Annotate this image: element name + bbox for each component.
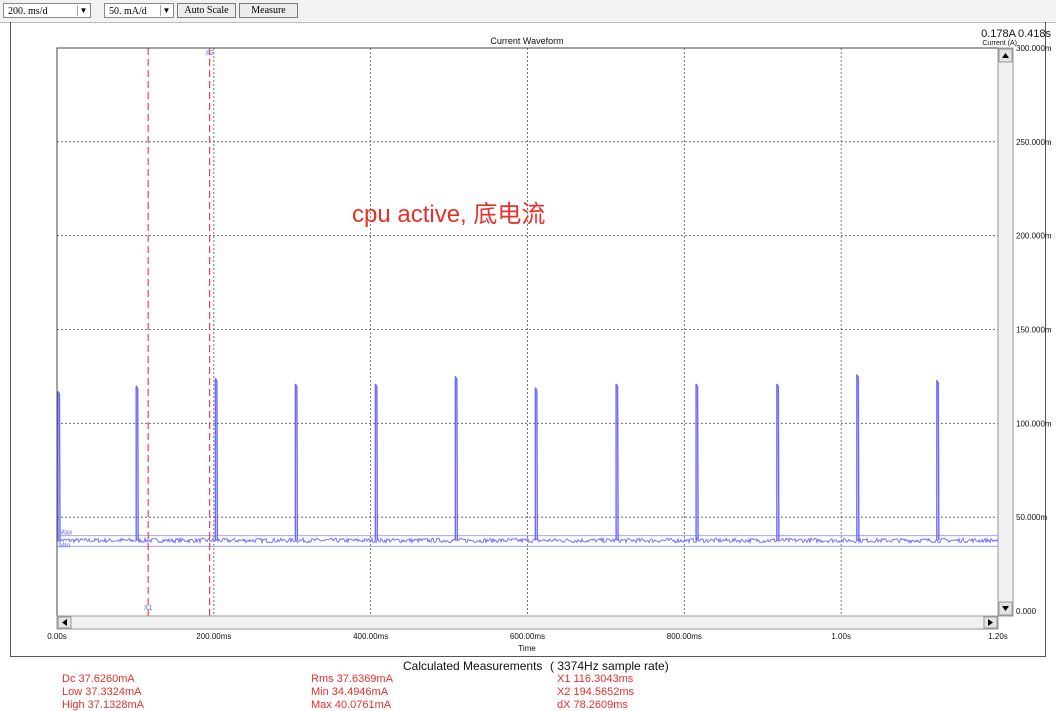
rms-value: Rms 37.6369mA <box>311 673 393 685</box>
amp-per-div-value: 50. mA/d <box>109 6 147 17</box>
current-spike <box>294 383 299 541</box>
max-value: Max 40.0761mA <box>311 699 392 711</box>
x-tick-label: 400.00ms <box>353 632 388 641</box>
auto-scale-button[interactable]: Auto Scale <box>177 3 236 18</box>
current-spike <box>454 376 459 541</box>
x-tick-label: 0.00s <box>47 632 67 641</box>
current-spike <box>534 387 539 541</box>
min-value: Min 34.4946mA <box>311 686 389 698</box>
y-axis-unit-label: Current (A) <box>982 40 1017 47</box>
y-tick-label: 150.000m <box>1016 326 1052 335</box>
y-tick-label: 250.000m <box>1016 138 1052 147</box>
current-trace <box>56 536 999 545</box>
x-axis-label: Time <box>518 644 536 653</box>
current-spike <box>214 377 219 541</box>
horizontal-scrollbar[interactable] <box>56 615 999 630</box>
amp-per-div-select[interactable]: 50. mA/d ▼ <box>104 3 174 18</box>
y-tick-label: 100.000m <box>1016 419 1052 428</box>
current-readout: 0.178A <box>981 28 1017 40</box>
cursor-label-x2: X2 <box>205 50 214 57</box>
chevron-down-icon[interactable]: ▼ <box>77 5 89 16</box>
arrow-down-icon <box>1002 606 1009 611</box>
dx-value: dX 78.2609ms <box>557 699 628 711</box>
measure-button[interactable]: Measure <box>239 3 298 18</box>
vertical-scrollbar[interactable] <box>997 47 1014 617</box>
x2-value: X2 194.5652ms <box>557 686 635 698</box>
arrow-left-icon <box>62 619 67 626</box>
chevron-down-icon[interactable]: ▼ <box>160 5 172 16</box>
measurements-title: Calculated Measurements <box>403 659 543 673</box>
x-tick-label: 800.00ms <box>667 632 702 641</box>
x-tick-label: 600.00ms <box>510 632 545 641</box>
measurements-panel: Calculated Measurements ( 3374Hz sample … <box>10 656 1046 711</box>
y-tick-label: 300.000m <box>1016 44 1052 53</box>
current-waveform-chart: Current Waveform 0.418s 0.178A Current (… <box>47 28 1052 653</box>
high-value: High 37.1328mA <box>62 699 144 711</box>
time-per-div-value: 200. ms/d <box>8 6 48 17</box>
sample-rate: ( 3374Hz sample rate) <box>550 659 669 673</box>
x-tick-label: 200.00ms <box>196 632 231 641</box>
toolbar: 200. ms/d ▼ 50. mA/d ▼ Auto Scale Measur… <box>0 0 1056 23</box>
current-spike <box>936 379 940 541</box>
x-tick-label: 1.20s <box>988 632 1008 641</box>
x1-value: X1 116.3043ms <box>557 673 634 685</box>
current-spike <box>135 385 139 541</box>
low-value: Low 37.3324mA <box>62 686 142 698</box>
current-spike <box>57 391 61 541</box>
annotation-text: cpu active, 底电流 <box>352 201 545 228</box>
arrow-up-icon <box>1002 53 1009 58</box>
current-spike <box>776 383 780 541</box>
current-spike <box>856 374 860 541</box>
cursor-label-x1: X1 <box>144 605 153 612</box>
y-tick-label: 0.000 <box>1016 607 1037 616</box>
arrow-right-icon <box>988 619 993 626</box>
dc-value: Dc 37.6260mA <box>62 673 135 685</box>
current-spike <box>695 383 699 541</box>
x-tick-label: 1.00s <box>831 632 851 641</box>
chart-title: Current Waveform <box>490 36 563 46</box>
current-spike <box>615 383 619 541</box>
y-tick-label: 50.000m <box>1016 513 1047 522</box>
time-per-div-select[interactable]: 200. ms/d ▼ <box>3 3 91 18</box>
time-readout: 0.418s <box>1018 28 1052 40</box>
y-tick-label: 200.000m <box>1016 232 1052 241</box>
current-spike <box>374 383 379 541</box>
max-label: Max <box>59 530 73 537</box>
min-label: Min <box>59 542 70 549</box>
